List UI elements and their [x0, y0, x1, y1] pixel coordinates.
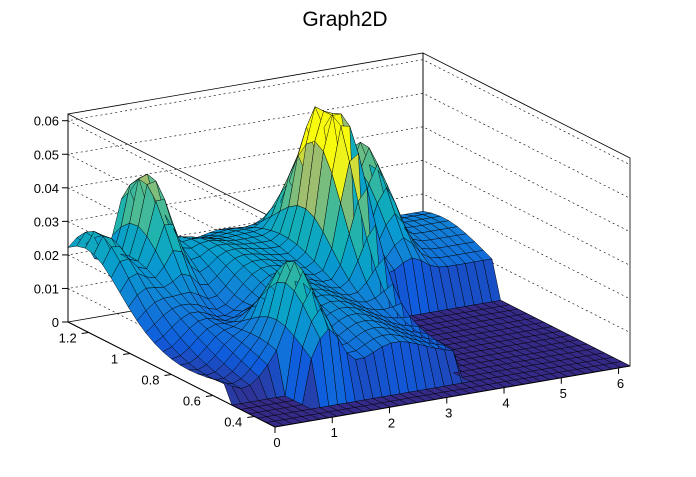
z-tick-label: 0.04 [34, 181, 59, 196]
z-gridline [67, 92, 631, 260]
tick-labels: 01234560.40.60.811.200.010.020.030.040.0… [34, 114, 624, 450]
y-tick-mark [205, 395, 213, 397]
x-tick-label: 0 [273, 435, 280, 450]
y-tick-label: 0.4 [224, 415, 242, 430]
y-tick-label: 0.6 [183, 394, 201, 409]
z-tick-label: 0.02 [34, 248, 59, 263]
z-gridline [67, 59, 631, 226]
z-tick-label: 0.01 [34, 281, 59, 296]
y-tick-label: 1 [111, 352, 118, 367]
chart-title: Graph2D [302, 8, 387, 31]
z-tick-label: 0 [52, 315, 59, 330]
z-tick-label: 0.05 [34, 147, 59, 162]
surface-mesh [67, 106, 631, 428]
x-tick-label: 5 [560, 386, 567, 401]
z-tick-label: 0.06 [34, 114, 59, 129]
x-axis-line [274, 365, 631, 428]
x-tick-label: 1 [331, 425, 338, 440]
y-tick-mark [81, 332, 89, 334]
x-tick-label: 6 [617, 376, 624, 391]
y-tick-mark [164, 374, 172, 376]
y-tick-label: 0.8 [141, 373, 159, 388]
x-tick-label: 3 [445, 405, 452, 420]
x-tick-label: 2 [388, 415, 395, 430]
z-tick-label: 0.03 [34, 214, 59, 229]
y-tick-mark [123, 353, 131, 355]
y-tick-label: 1.2 [59, 331, 77, 346]
y-tick-mark [247, 416, 255, 418]
x-tick-label: 4 [502, 396, 509, 411]
